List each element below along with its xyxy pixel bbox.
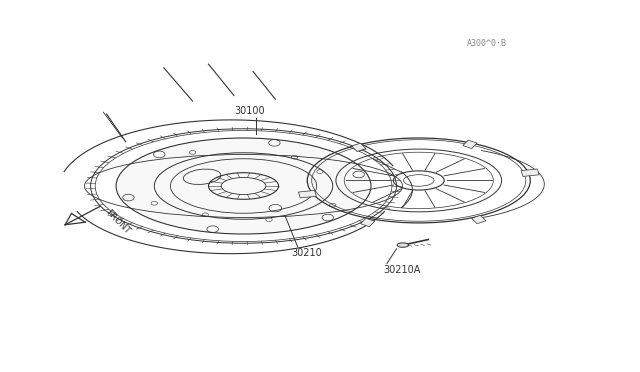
Text: 30210A: 30210A <box>384 265 421 275</box>
Bar <box>351 143 366 151</box>
Text: 30100: 30100 <box>234 106 264 116</box>
Bar <box>472 215 486 224</box>
Bar <box>463 140 477 148</box>
Text: 30210: 30210 <box>291 248 322 258</box>
Text: A300^0·B: A300^0·B <box>467 39 507 48</box>
Text: FRONT: FRONT <box>103 208 131 236</box>
Bar <box>360 218 374 227</box>
Ellipse shape <box>116 138 371 234</box>
Ellipse shape <box>397 243 408 247</box>
Bar <box>298 190 316 198</box>
Bar <box>521 169 539 176</box>
